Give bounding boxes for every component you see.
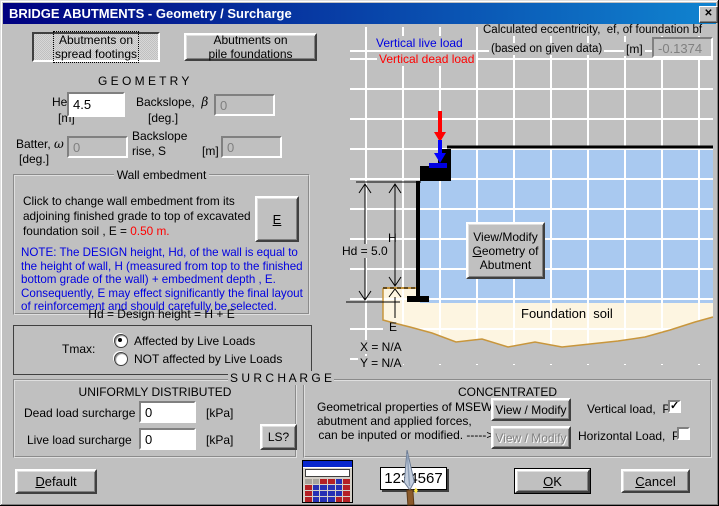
knife-cursor-icon — [403, 449, 418, 506]
abutments-spread-footings-button[interactable]: Abutments on spread footings — [32, 31, 160, 63]
x-coordinate-label: X = N/A — [358, 340, 404, 354]
dead-load-unit: [kPa] — [206, 406, 234, 420]
backslope-rise-input: 0 — [221, 136, 282, 158]
backslope-rise-label-1: Backslope — [132, 129, 188, 143]
foundation-soil-label: Foundation soil — [521, 306, 613, 321]
view-modify-horizontal-button: View / Modify — [491, 426, 571, 449]
legend-live-load: Vertical live load — [374, 36, 465, 50]
horizontal-load-label: Horizontal Load, P h — [578, 429, 690, 443]
live-load-surcharge-input[interactable] — [139, 428, 196, 450]
uniformly-distributed-group: UNIFORMLY DISTRIBUTED Dead load surcharg… — [13, 379, 297, 458]
batter-label: Batter, ω — [16, 137, 64, 151]
view-modify-geometry-button[interactable]: View/Modify Geometry of Abutment — [466, 222, 545, 279]
backslope-rise-unit: [m] — [202, 144, 219, 158]
backslope-input: 0 — [214, 94, 275, 116]
dead-load-surcharge-label: Dead load surcharge — [24, 406, 136, 420]
wall-embedment-text: Click to change wall embedment from its … — [23, 194, 251, 238]
eccentricity-unit: [m] — [624, 42, 645, 56]
horizontal-load-checkbox[interactable] — [677, 427, 690, 440]
tmax-label: Tmax: — [62, 342, 96, 356]
embedment-value: 0.50 m. — [130, 224, 170, 238]
batter-input: 0 — [67, 136, 128, 158]
concentrated-title: CONCENTRATED — [457, 385, 558, 399]
eccentricity-label-2: (based on given data) — [489, 43, 605, 55]
live-load-surcharge-label: Live load surcharge — [27, 433, 132, 447]
cancel-button[interactable]: Cancel — [621, 469, 690, 493]
embedment-e-button[interactable]: E — [255, 196, 299, 242]
default-button[interactable]: Default — [15, 469, 97, 494]
y-coordinate-label: Y = N/A — [358, 356, 404, 370]
concentrated-text-3: can be inputed or modified. -----> — [315, 428, 494, 442]
radio-unselected-icon — [114, 352, 128, 366]
geometry-section-header: G E O M E T R Y — [98, 74, 190, 88]
calculator-icon[interactable] — [302, 460, 353, 503]
eccentricity-value: -0.1374 — [652, 37, 713, 58]
concentrated-text-2: abutment and applied forces, — [317, 414, 472, 428]
design-height-formula: Hd = Design height = H + E — [88, 307, 235, 321]
surcharge-section-header: S U R C H A R G E — [228, 371, 335, 385]
radio-not-affected-by-live-loads[interactable]: NOT affected by Live Loads — [114, 352, 282, 366]
eccentricity-label-1: Calculated eccentricity, ef, of foundati… — [481, 24, 705, 36]
batter-unit: [deg.] — [19, 152, 50, 166]
abutments-pile-foundations-button[interactable]: Abutments on pile foundations — [184, 33, 317, 61]
backslope-unit: [deg.] — [148, 111, 179, 125]
ok-button[interactable]: OK — [514, 468, 591, 494]
wall-embedment-legend: Wall embedment — [116, 168, 207, 182]
legend-dead-load: Vertical dead load — [377, 52, 477, 66]
view-modify-vertical-button[interactable]: View / Modify — [491, 398, 571, 421]
wall-embedment-note: NOTE: The DESIGN height, Hd, of the wall… — [21, 246, 303, 314]
height-input[interactable] — [67, 92, 125, 117]
close-icon[interactable]: ✕ — [699, 6, 718, 23]
backslope-rise-label-2: rise, S — [132, 144, 167, 158]
dialog-title: BRIDGE ABUTMENTS - Geometry / Surcharge — [9, 6, 292, 21]
hd-dimension-label: Hd = 5.0 — [340, 244, 390, 258]
radio-affected-by-live-loads[interactable]: Affected by Live Loads — [114, 334, 255, 348]
uniform-title: UNIFORMLY DISTRIBUTED — [78, 385, 232, 399]
live-load-unit: [kPa] — [206, 433, 234, 447]
dead-load-surcharge-input[interactable] — [139, 401, 196, 423]
e-dimension-label: E — [389, 320, 398, 334]
ls-button[interactable]: LS? — [260, 424, 297, 450]
concentrated-group: CONCENTRATED Geometrical properties of M… — [303, 379, 712, 458]
h-dimension-label: H — [388, 231, 397, 245]
concentrated-text-1: Geometrical properties of MSEW — [317, 400, 493, 414]
vertical-load-label: Vertical load, P v — [587, 402, 680, 416]
tmax-group: Tmax: Affected by Live Loads NOT affecte… — [13, 325, 312, 375]
title-bar[interactable]: BRIDGE ABUTMENTS - Geometry / Surcharge — [3, 3, 716, 24]
vertical-load-checkbox[interactable]: ✓ — [668, 400, 681, 413]
wall-embedment-group: Wall embedment Click to change wall embe… — [13, 168, 310, 321]
backslope-label: Backslope, β — [136, 95, 209, 109]
radio-selected-icon — [114, 334, 128, 348]
